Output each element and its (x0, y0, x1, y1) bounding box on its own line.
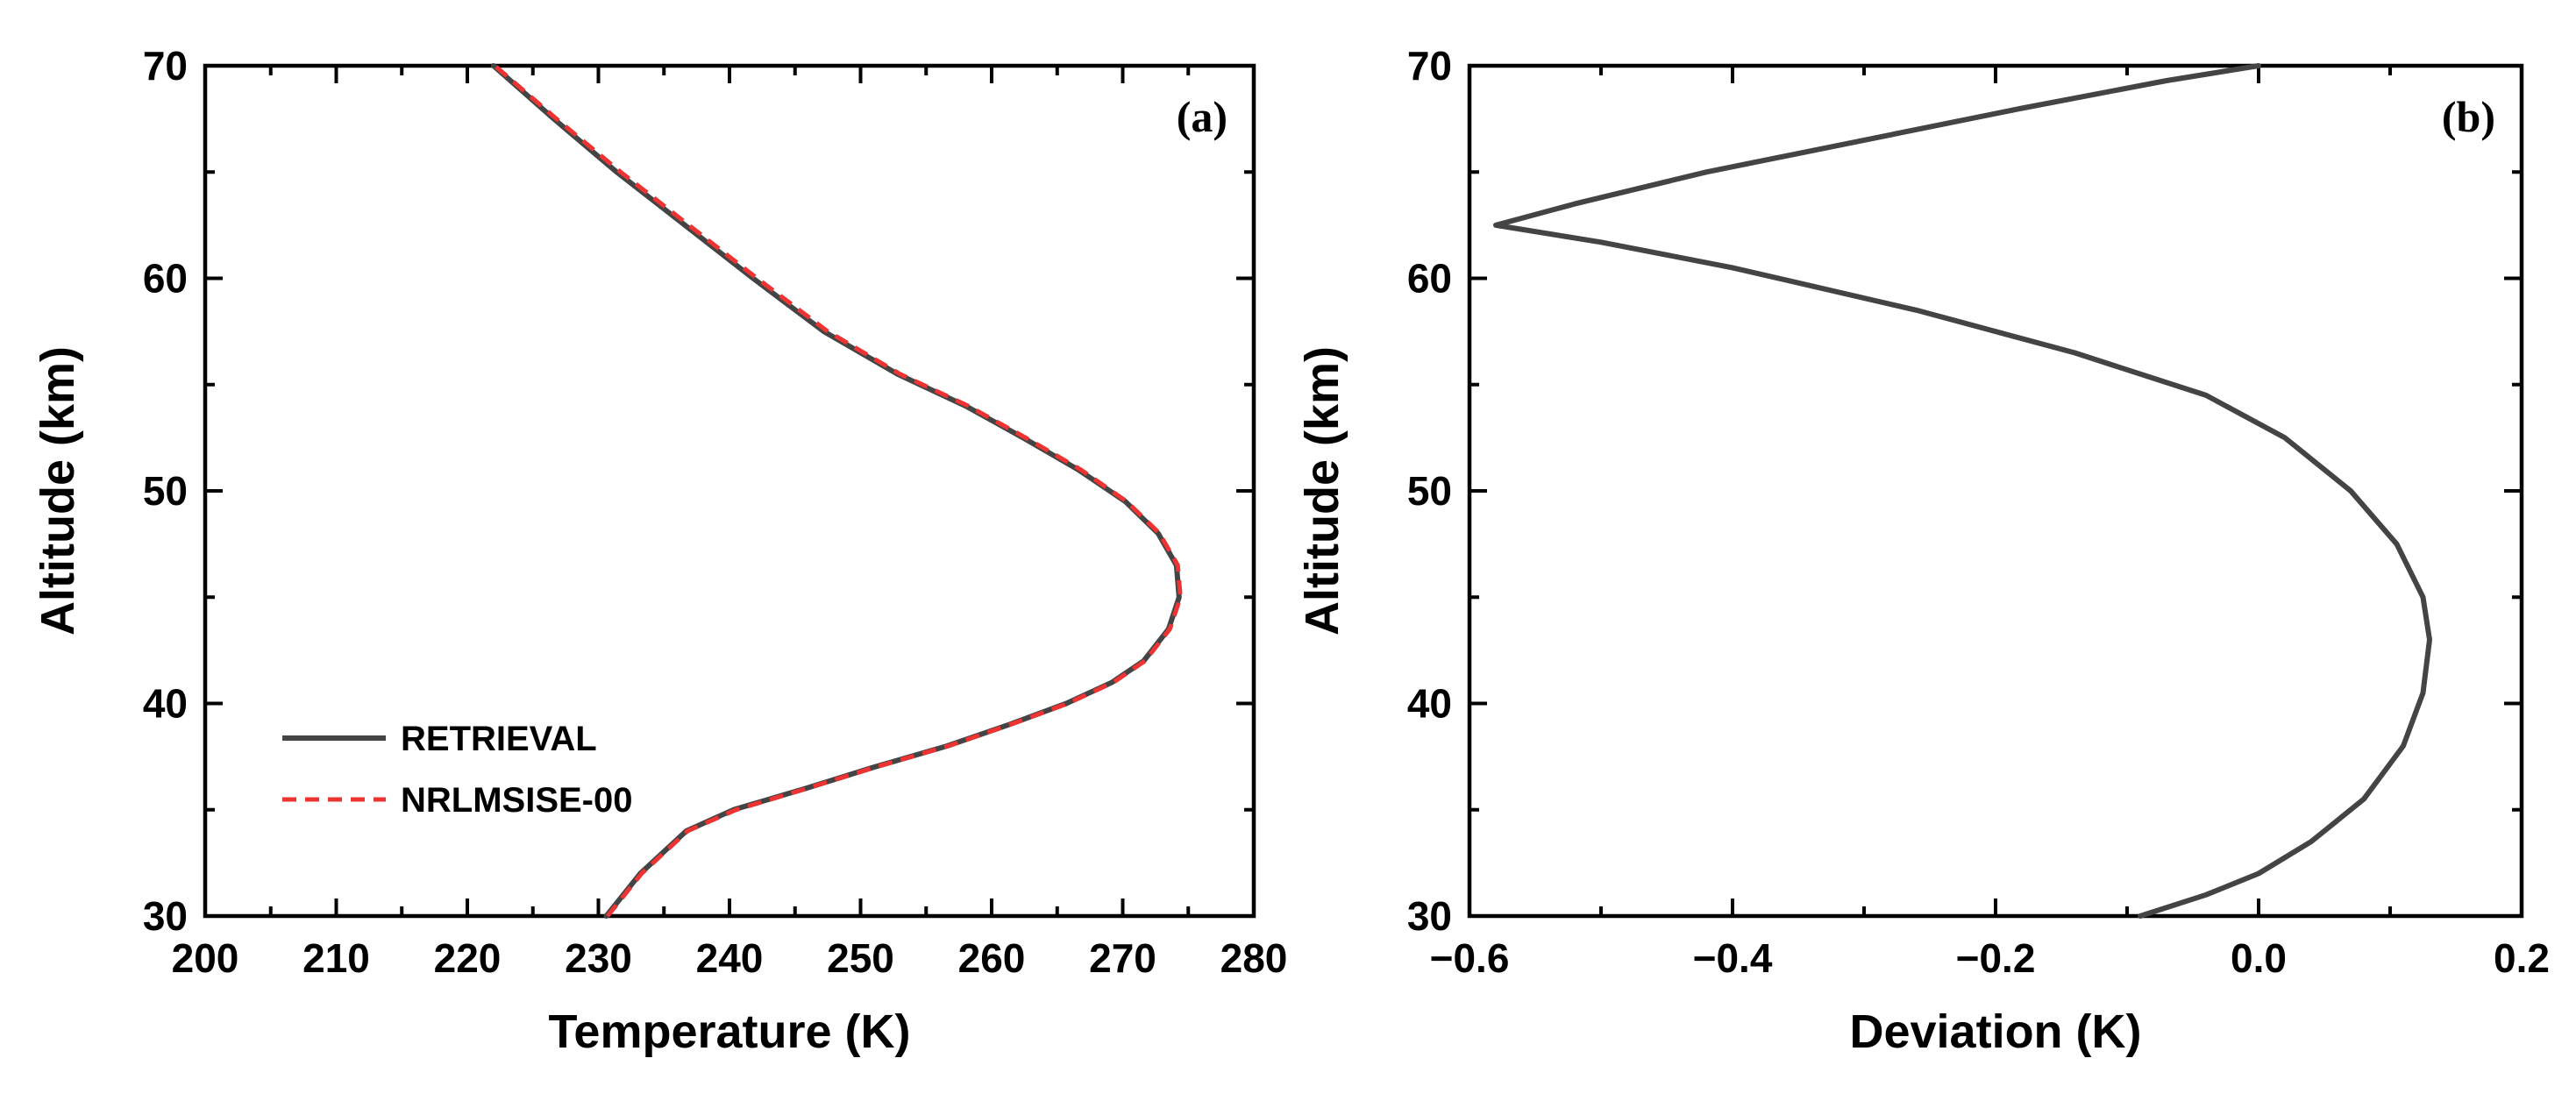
y-tick-label: 50 (143, 468, 188, 514)
y-tick-label: 60 (143, 256, 188, 302)
x-tick-label: 0.0 (2231, 935, 2287, 981)
x-tick-label: 210 (302, 935, 370, 981)
legend-label: NRLMSISE-00 (401, 781, 633, 820)
series-line-nrlmsise-00 (493, 64, 1183, 918)
x-tick-label: 250 (827, 935, 894, 981)
x-axis-title: Temperature (K) (548, 1005, 910, 1058)
legend-label: RETRIEVAL (401, 720, 597, 758)
x-tick-label: 200 (172, 935, 239, 981)
y-axis-title: Altitude (km) (1296, 346, 1348, 636)
x-axis-title: Deviation (K) (1849, 1005, 2141, 1058)
y-tick-label: 40 (1407, 681, 1452, 727)
y-tick-label: 30 (1407, 893, 1452, 939)
y-tick-label: 70 (1407, 43, 1452, 89)
panel-b-deviation-profile: −0.6 −0.4 −0.2 0.0 0.2 30 40 50 60 70 Deviation (K… (1296, 43, 2550, 1058)
panel-label: (a) (1177, 92, 1228, 141)
x-tick-label: −0.2 (1956, 935, 2036, 981)
x-tick-label: 0.2 (2494, 935, 2550, 981)
y-tick-label: 30 (143, 893, 188, 939)
x-tick-label: 280 (1220, 935, 1288, 981)
y-tick-label: 70 (143, 43, 188, 89)
x-tick-label: 260 (958, 935, 1026, 981)
x-tick-label: 230 (565, 935, 632, 981)
series-line-deviation (1493, 63, 2432, 919)
x-tick-label: 270 (1089, 935, 1156, 981)
y-axis-title: Altitude (km) (32, 346, 84, 636)
y-tick-label: 60 (1407, 256, 1452, 302)
x-tick-label: 240 (696, 935, 764, 981)
y-tick-label: 40 (143, 681, 188, 727)
panel-label: (b) (2442, 92, 2495, 141)
x-tick-label: −0.4 (1693, 935, 1773, 981)
plot-frame (203, 63, 1256, 919)
y-tick-label: 50 (1407, 468, 1452, 514)
x-tick-label: −0.6 (1430, 935, 1510, 981)
panel-a-temperature-profile: 200 210 220 230 240 250 260 270 280 30 40 50 60 70 Tem… (32, 43, 1287, 1058)
x-tick-label: 220 (434, 935, 502, 981)
